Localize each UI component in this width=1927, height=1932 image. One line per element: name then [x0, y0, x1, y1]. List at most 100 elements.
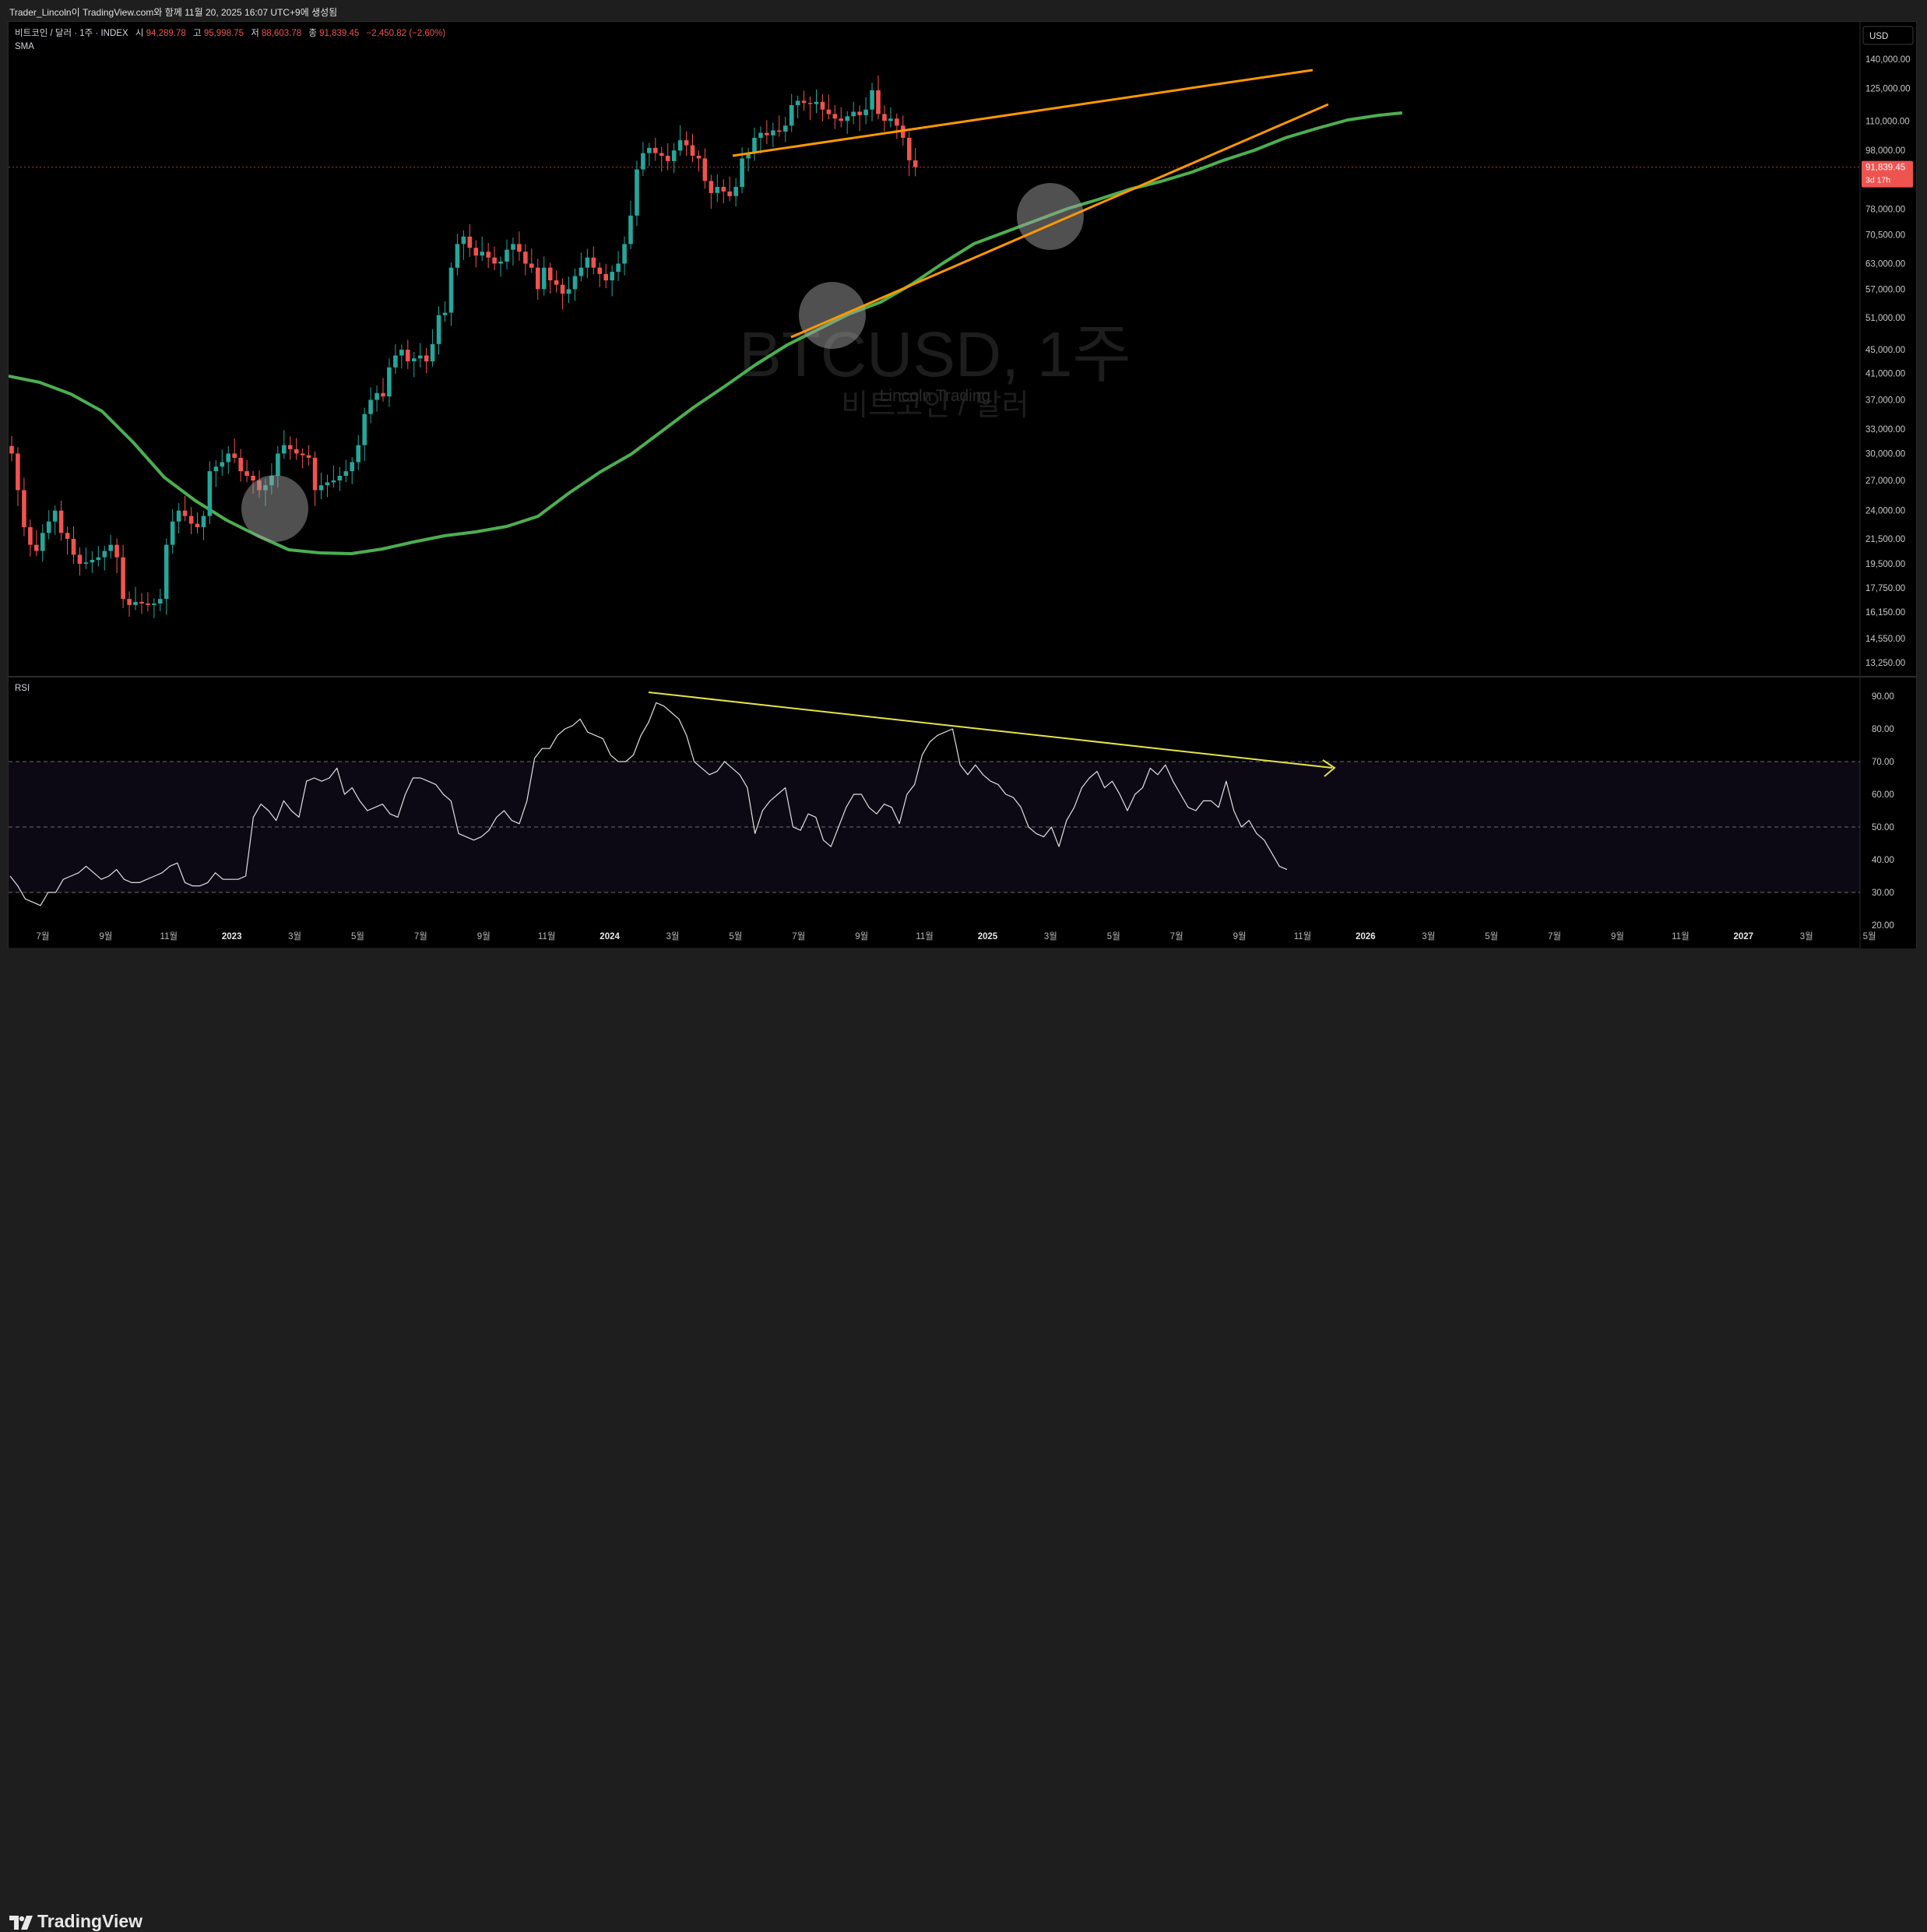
time-tick-label: 3월 — [666, 931, 680, 941]
candle-body — [913, 160, 918, 167]
legend-line[interactable]: 비트코인 / 달러 · 1주 · INDEX 시 94,289.78 고 95,… — [15, 27, 445, 38]
time-tick-label: 5월 — [1107, 931, 1120, 941]
candle-body — [170, 521, 175, 545]
time-tick-label: 2023 — [222, 932, 242, 941]
time-tick-label: 9월 — [1233, 931, 1247, 941]
rsi-tick-label: 40.00 — [1872, 856, 1894, 865]
time-axis[interactable]: 7월 9월 11월 2023 3월 5월 7월 9월 11월 2024 3월 5월 7월 9월 11월 202… — [37, 931, 1876, 941]
candle-body — [665, 156, 670, 161]
candle-body — [52, 510, 58, 522]
candle-body — [845, 116, 850, 121]
candle-body — [505, 249, 509, 262]
brand-name: TradingView — [37, 1911, 143, 1931]
candle-body — [882, 114, 887, 121]
tradingview-logo-icon — [9, 1915, 33, 1930]
candle-body — [653, 147, 658, 153]
candle-body — [146, 603, 150, 605]
candle-body — [368, 399, 373, 414]
price-tick-label: 30,000.00 — [1865, 449, 1905, 459]
candle-body — [696, 156, 702, 159]
candle-body — [46, 521, 51, 533]
candle-body — [121, 557, 125, 600]
rsi-divergence-trendline — [648, 692, 1333, 769]
rsi-trend-group[interactable] — [648, 692, 1336, 777]
candle-body — [480, 252, 484, 256]
chart-canvas[interactable]: BTCUSD, 1주 비트코인 / 달러 Lincoln Trading 140… — [9, 22, 1916, 949]
time-tick-label: 3월 — [1422, 931, 1435, 941]
candles — [9, 75, 918, 618]
candle-body — [448, 267, 454, 313]
legend-open-label: 시 — [135, 28, 144, 38]
candle-body — [152, 603, 156, 605]
time-tick-label: 2027 — [1734, 932, 1754, 941]
candle-body — [511, 244, 515, 250]
price-tick-label: 41,000.00 — [1865, 370, 1905, 379]
candle-body — [343, 471, 349, 476]
candle-body — [133, 602, 138, 605]
time-tick-label: 7월 — [1548, 931, 1561, 941]
candle-body — [182, 510, 188, 516]
rsi-tick-label: 50.00 — [1872, 823, 1894, 832]
candle-body — [616, 263, 621, 273]
currency-label: USD — [1869, 32, 1888, 41]
candle-body — [90, 560, 95, 563]
candle-body — [350, 462, 354, 471]
time-tick-label: 11월 — [1294, 931, 1312, 941]
candle-body — [536, 267, 540, 290]
candle-body — [127, 599, 132, 605]
time-tick-label: 7월 — [414, 931, 427, 941]
price-badge-countdown: 3d 17h — [1865, 176, 1890, 185]
price-tick-label: 13,250.00 — [1865, 659, 1905, 668]
candle-body — [492, 257, 497, 264]
candle-body — [752, 137, 757, 153]
trendlines[interactable] — [732, 69, 1329, 339]
watermark-name: 비트코인 / 달러 — [841, 389, 1029, 422]
candle-body — [771, 130, 775, 135]
candle-body — [746, 153, 751, 159]
candle-body — [276, 453, 280, 476]
time-tick-label: 11월 — [916, 931, 934, 941]
candle-body — [331, 480, 336, 483]
legend-open: 94,289.78 — [146, 29, 186, 38]
time-tick-label: 2024 — [600, 932, 620, 941]
price-tick-label: 16,150.00 — [1865, 608, 1905, 618]
candle-body — [294, 449, 299, 454]
candle-body — [58, 510, 64, 533]
rsi-tick-label: 20.00 — [1872, 921, 1894, 931]
candle-body — [374, 392, 379, 400]
price-tick-label: 17,750.00 — [1865, 584, 1905, 593]
candle-body — [71, 538, 76, 555]
candle-body — [758, 132, 763, 138]
candle-body — [659, 153, 664, 156]
price-tick-label: 125,000.00 — [1865, 84, 1911, 93]
currency-button[interactable] — [1862, 26, 1914, 45]
price-tick-label: 27,000.00 — [1865, 477, 1905, 486]
price-tick-label: 57,000.00 — [1865, 285, 1905, 294]
tradingview-logo[interactable]: TradingView — [9, 1911, 142, 1932]
legend-low-label: 저 — [251, 28, 259, 38]
candle-body — [647, 147, 652, 153]
candle-body — [777, 130, 782, 132]
candle-body — [387, 367, 392, 397]
time-tick-label: 3월 — [1044, 931, 1057, 941]
legend-indicator[interactable]: SMA — [15, 42, 34, 51]
candle-body — [641, 153, 645, 170]
candle-body — [9, 445, 14, 454]
rsi-axis[interactable]: 90.00 80.00 70.00 60.00 50.00 40.00 30.00 20.00 — [1872, 692, 1894, 931]
chart-frame[interactable]: BTCUSD, 1주 비트코인 / 달러 Lincoln Trading 140… — [8, 21, 1917, 949]
rsi-label[interactable]: RSI — [15, 684, 30, 693]
legend-high-label: 고 — [193, 29, 202, 38]
time-tick-label: 2025 — [978, 932, 998, 941]
candle-body — [814, 101, 819, 104]
price-axis[interactable]: 140,000.00125,000.00110,000.0098,000.008… — [1865, 55, 1911, 668]
candle-body — [412, 358, 417, 361]
candle-body — [547, 267, 553, 280]
rsi-tick-label: 60.00 — [1872, 790, 1894, 800]
candle-body — [467, 236, 473, 248]
candle-body — [541, 267, 547, 290]
candle-body — [399, 350, 404, 356]
time-tick-label: 9월 — [855, 931, 868, 941]
rsi-tick-label: 90.00 — [1872, 692, 1894, 702]
candle-body — [597, 267, 603, 274]
price-tick-label: 21,500.00 — [1865, 535, 1905, 544]
